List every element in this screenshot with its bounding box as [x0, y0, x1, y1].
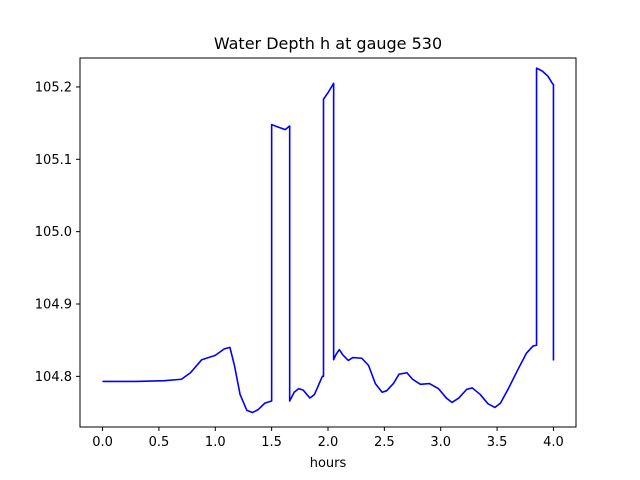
- axis-ticks: 0.0 0.5 1.0 1.5 2.0 2.5 3.0 3.5 4.0 104.8 104.9 105…: [35, 80, 564, 450]
- y-tick-label: 105.1: [35, 153, 72, 168]
- y-tick-label: 105.0: [35, 225, 72, 240]
- x-tick-label: 4.0: [543, 435, 564, 450]
- x-tick-label: 1.0: [205, 435, 226, 450]
- x-axis-label: hours: [310, 456, 347, 471]
- axes-frame: [79, 57, 577, 428]
- x-tick-label: 2.5: [374, 435, 395, 450]
- x-tick-label: 3.0: [430, 435, 451, 450]
- x-tick-label: 2.0: [318, 435, 339, 450]
- x-tick-label: 1.5: [261, 435, 282, 450]
- series-line-0: [102, 67, 555, 414]
- y-tick-label: 104.9: [35, 298, 72, 313]
- x-tick-label: 3.5: [487, 435, 508, 450]
- y-tick-label: 104.8: [35, 370, 72, 385]
- y-tick-label: 105.2: [35, 80, 72, 95]
- x-tick-label: 0.5: [149, 435, 170, 450]
- plot-area: [102, 67, 555, 414]
- chart-title: Water Depth h at gauge 530: [214, 34, 442, 53]
- x-tick-label: 0.0: [92, 435, 113, 450]
